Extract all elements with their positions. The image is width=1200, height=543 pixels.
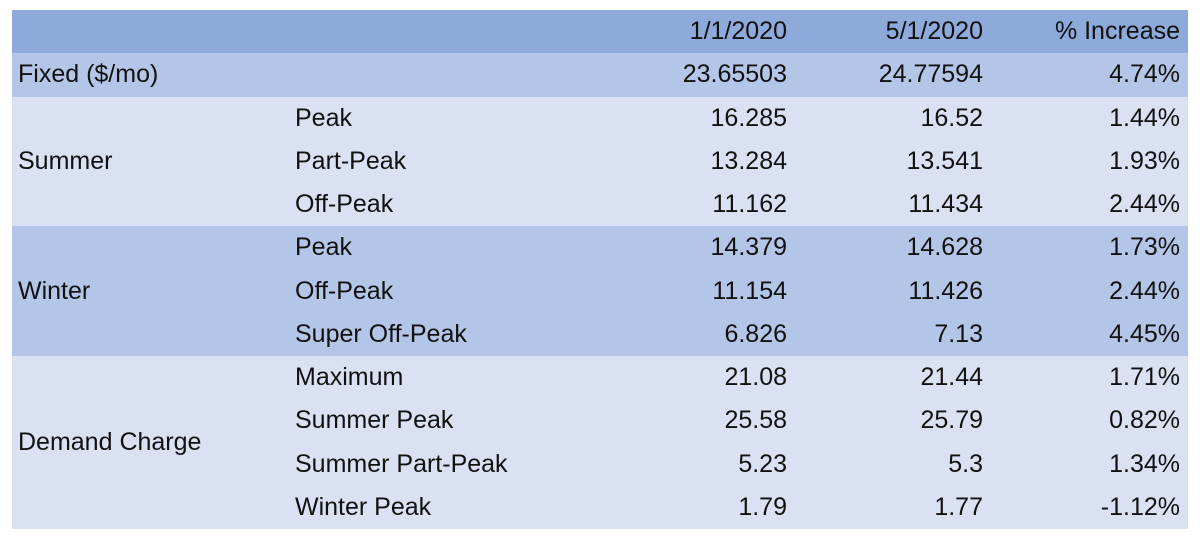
value-cell: 2.44% <box>1109 190 1180 218</box>
row-name: Off-Peak <box>295 190 394 218</box>
value-cell: 1.44% <box>1109 103 1180 132</box>
value-cell: 11.162 <box>712 190 787 218</box>
value-cell: 1/1/2020 <box>689 17 787 45</box>
value-cell: 5/1/2020 <box>885 17 983 45</box>
row-name: Part-Peak <box>295 146 407 175</box>
row-label: Fixed ($/mo) <box>18 60 159 89</box>
value-cell: 0.82% <box>1109 406 1180 435</box>
value-cell: 1.77 <box>934 492 983 521</box>
value-cell: 25.58 <box>724 406 787 435</box>
row-name: Winter Peak <box>295 492 432 521</box>
value-cell: 4.74% <box>1109 60 1180 89</box>
row-band <box>12 96 1188 227</box>
value-cell: % Increase <box>1054 17 1180 45</box>
value-cell: 4.45% <box>1109 319 1180 348</box>
value-cell: 16.52 <box>920 103 983 132</box>
row-band <box>12 226 1188 356</box>
value-cell: 13.541 <box>906 146 983 175</box>
value-cell: 1.73% <box>1109 233 1180 262</box>
row-name: Maximum <box>295 363 404 391</box>
value-cell: 25.79 <box>920 406 983 435</box>
value-cell: 5.23 <box>738 449 787 478</box>
value-cell: 1.34% <box>1109 449 1180 478</box>
row-band <box>12 356 1188 529</box>
row-band <box>12 53 1188 97</box>
row-name: Peak <box>295 103 352 132</box>
value-cell: 23.65503 <box>682 60 787 89</box>
value-cell: 21.44 <box>920 363 983 391</box>
value-cell: 6.826 <box>724 319 787 348</box>
value-cell: 11.426 <box>908 276 983 305</box>
value-cell: -1.12% <box>1100 492 1180 521</box>
row-name: Super Off-Peak <box>295 319 467 348</box>
group-label: Demand Charge <box>18 428 202 456</box>
value-cell: 5.3 <box>948 449 983 478</box>
rate-table: 1/1/2020 5/1/2020 % Increase Fixed ($/mo) 23… <box>12 10 1188 529</box>
value-cell: 2.44% <box>1109 276 1180 305</box>
value-cell: 16.285 <box>710 103 787 132</box>
row-name: Off-Peak <box>295 276 394 305</box>
value-cell: 7.13 <box>934 319 983 348</box>
value-cell: 21.08 <box>724 363 787 391</box>
row-name: Peak <box>295 233 352 262</box>
group-label: Winter <box>18 276 91 305</box>
row-band <box>12 10 1188 54</box>
value-cell: 11.434 <box>908 190 983 218</box>
value-cell: 1.93% <box>1109 146 1180 175</box>
value-cell: 1.71% <box>1109 363 1180 391</box>
group-label: Summer <box>18 146 113 175</box>
value-cell: 11.154 <box>712 276 787 305</box>
value-cell: 14.628 <box>906 233 983 262</box>
value-cell: 1.79 <box>738 492 787 521</box>
value-cell: 14.379 <box>710 233 787 262</box>
row-name: Summer Peak <box>295 406 454 435</box>
value-cell: 24.77594 <box>878 60 983 89</box>
row-name: Summer Part-Peak <box>295 449 508 478</box>
value-cell: 13.284 <box>710 146 787 175</box>
